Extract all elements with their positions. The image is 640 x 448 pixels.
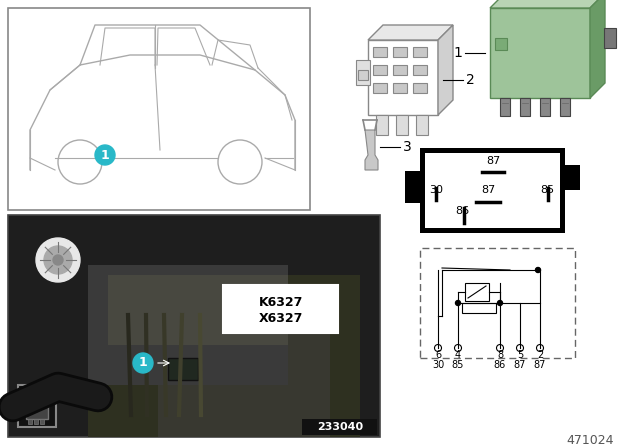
Bar [376,115,388,135]
Bar [405,171,422,203]
Text: 1: 1 [139,357,147,370]
Text: 1: 1 [453,46,462,60]
Text: 233040: 233040 [317,422,363,432]
Text: 1: 1 [100,148,109,161]
Text: 85: 85 [540,185,554,195]
Bar [88,275,360,437]
Bar [500,98,510,116]
Text: K6327: K6327 [259,297,303,310]
Bar [8,8,310,210]
Bar [28,419,32,424]
Text: 471024: 471024 [566,434,614,447]
Bar [396,115,408,135]
Polygon shape [438,25,453,115]
Circle shape [36,238,80,282]
Text: 30: 30 [429,185,443,195]
Bar [462,303,496,313]
Bar [413,83,427,93]
Bar [420,248,575,358]
Text: 2: 2 [466,73,475,87]
Bar [34,419,38,424]
Bar [356,60,370,85]
Text: X6327: X6327 [259,313,303,326]
Text: 86: 86 [455,206,469,216]
Text: 87: 87 [534,360,546,370]
Bar [373,65,387,75]
Bar [393,65,407,75]
Text: 5: 5 [517,350,523,360]
Bar [158,295,330,437]
Bar [520,98,530,116]
Bar [540,98,550,116]
Text: 3: 3 [403,140,412,154]
Circle shape [53,255,63,265]
Circle shape [536,268,540,272]
Bar [373,47,387,57]
Bar [368,40,438,115]
Bar [413,47,427,57]
Text: 87: 87 [514,360,526,370]
Bar [8,215,380,437]
Bar [358,70,368,80]
Text: 86: 86 [494,360,506,370]
Bar [18,385,56,427]
Text: 4: 4 [455,350,461,360]
Polygon shape [490,0,605,8]
Polygon shape [368,25,453,40]
Text: 6: 6 [435,350,441,360]
Bar [563,165,580,190]
Circle shape [536,267,541,272]
Bar [393,83,407,93]
Circle shape [44,246,72,274]
Bar [413,65,427,75]
Bar [40,419,44,424]
Circle shape [456,301,461,306]
Text: 85: 85 [452,360,464,370]
Bar [560,98,570,116]
Bar [108,275,288,345]
Bar [416,115,428,135]
Bar [420,148,565,233]
Polygon shape [590,0,605,98]
Bar [393,47,407,57]
Circle shape [133,353,153,373]
Bar [425,153,560,228]
Text: 8: 8 [497,350,503,360]
Circle shape [95,145,115,165]
Bar [88,265,288,385]
Bar [168,358,198,380]
Circle shape [497,301,502,306]
Bar [604,28,616,48]
Bar [223,285,338,333]
Bar [495,38,507,50]
Bar [465,283,489,301]
Bar [302,419,377,435]
Bar [26,401,48,419]
Bar [373,83,387,93]
Text: 2: 2 [537,350,543,360]
Text: 30: 30 [432,360,444,370]
Text: 87: 87 [486,156,500,166]
Bar [490,8,590,98]
Polygon shape [365,130,378,170]
Text: 87: 87 [481,185,495,195]
